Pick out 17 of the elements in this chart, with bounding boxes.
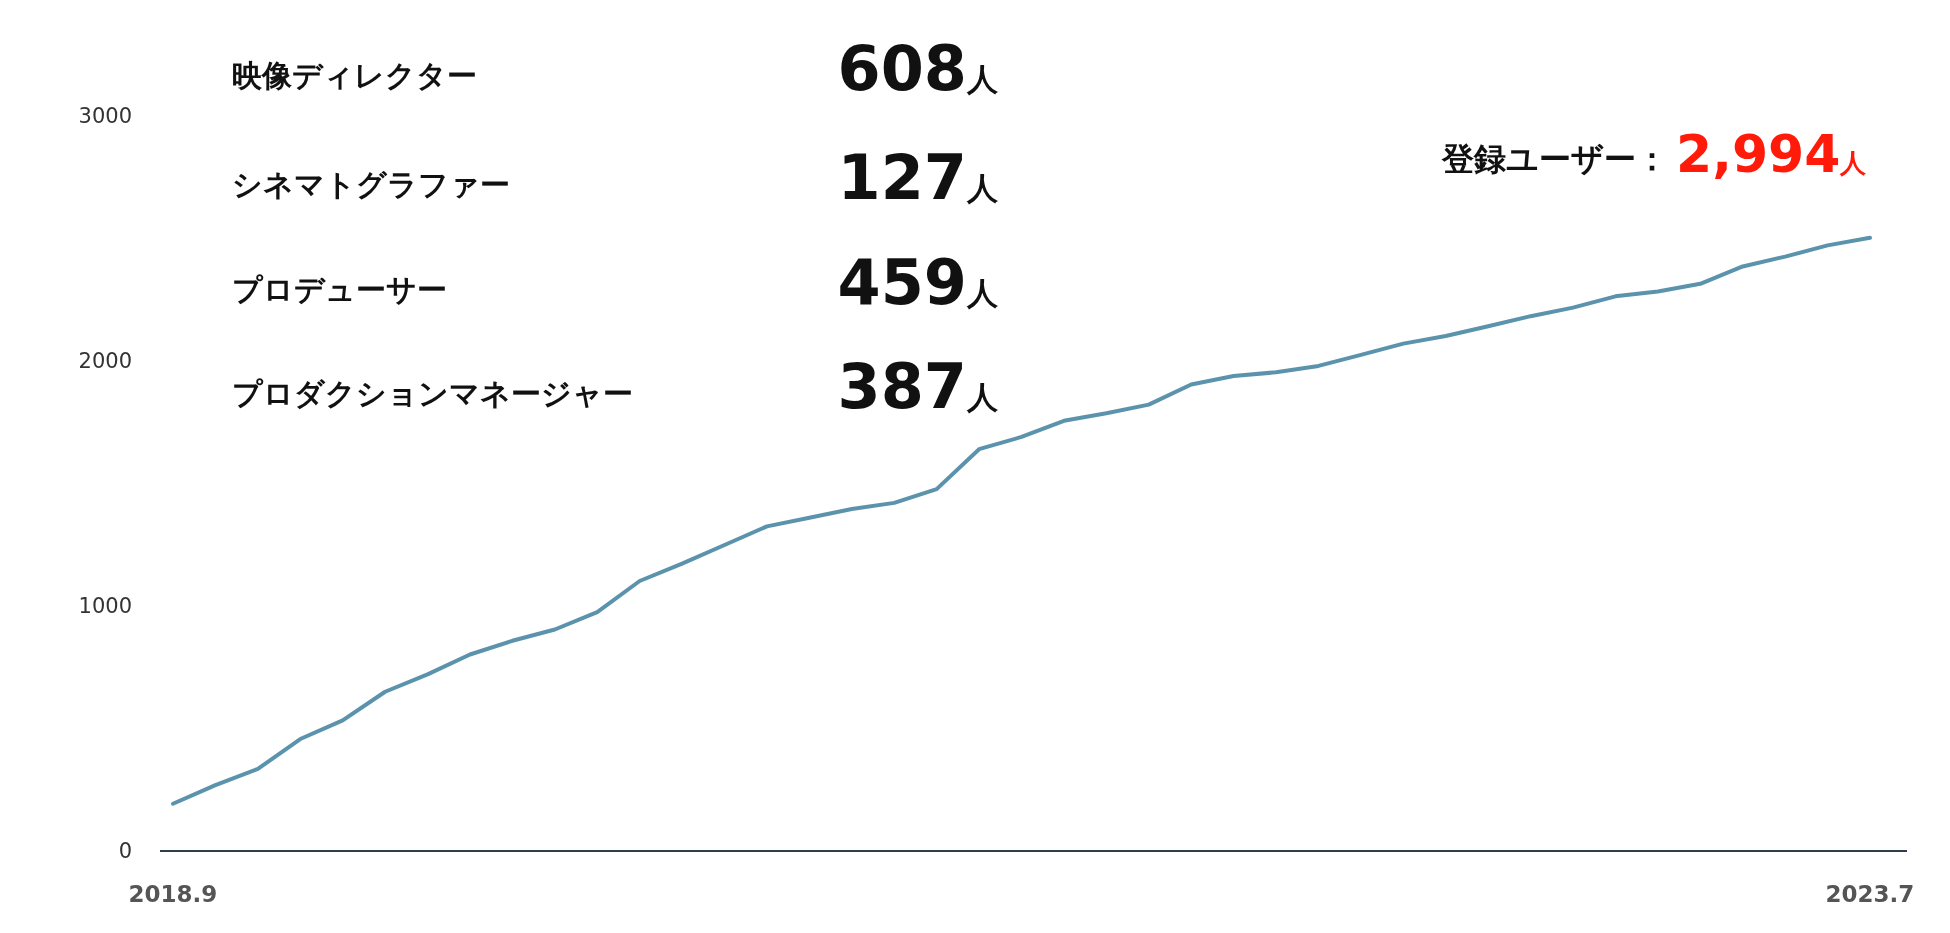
annotation: 387人	[837, 350, 999, 423]
annotation: シネマトグラファー	[232, 167, 510, 202]
annotation: 2,994人	[1676, 124, 1868, 184]
annotation: プロダクションマネージャー	[232, 376, 633, 411]
annotation: 登録ユーザー：	[1441, 140, 1668, 178]
y-tick-label: 1000	[78, 594, 132, 618]
text: 映像ディレクター	[232, 58, 477, 93]
x-tick-label: 2018.9	[128, 881, 218, 907]
y-tick-label: 0	[118, 839, 132, 863]
line-series	[171, 235, 1872, 806]
y-tick-label: 2000	[78, 349, 132, 373]
annotation: 127人	[837, 141, 999, 214]
annotation: プロデューサー	[232, 272, 447, 307]
x-tick-label: 2023.7	[1825, 881, 1915, 907]
y-tick-label: 3000	[78, 104, 132, 128]
annotation: 459人	[837, 246, 999, 319]
text: 608人	[837, 32, 999, 105]
